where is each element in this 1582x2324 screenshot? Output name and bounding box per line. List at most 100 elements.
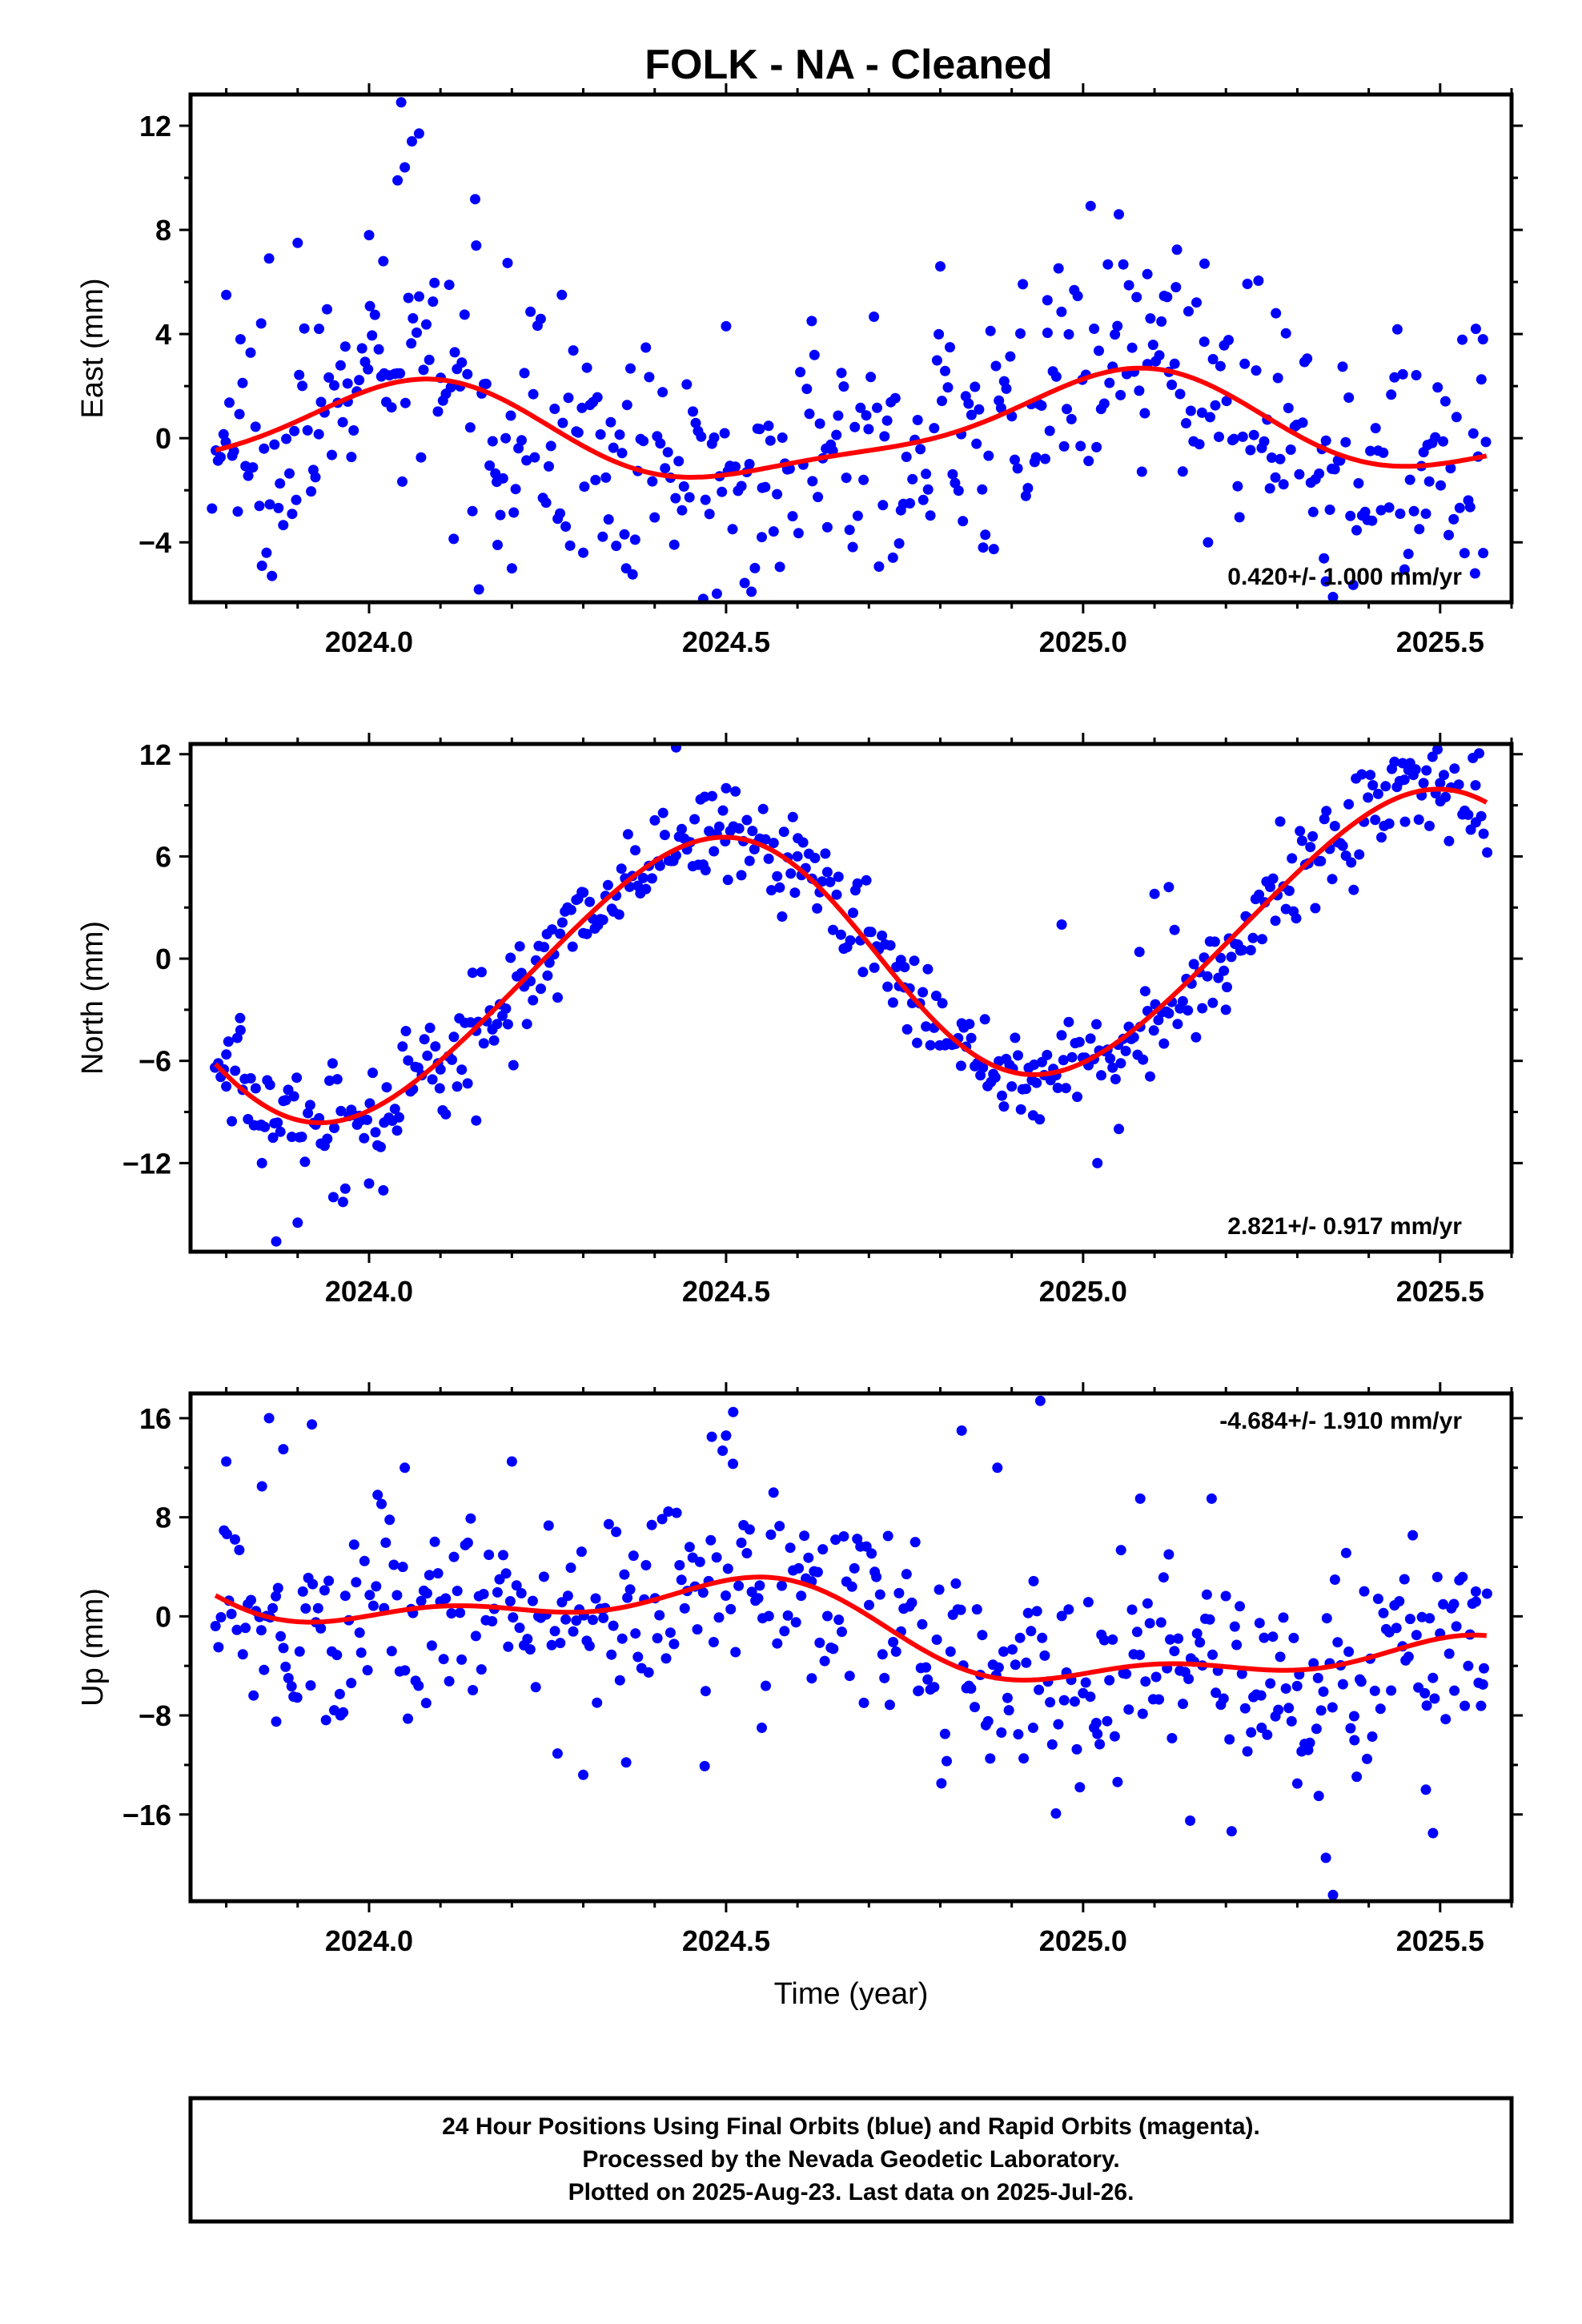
up-data-point [446,1608,457,1619]
east-data-point [1399,564,1410,575]
north-data-point [809,852,821,863]
east-data-point [1248,429,1259,440]
up-data-point [730,1647,741,1658]
east-data-point [879,431,890,442]
up-data-point [1343,1647,1355,1657]
up-data-point [837,1626,847,1638]
north-data-point [391,1125,403,1136]
up-data-point [1443,1648,1455,1659]
east-data-point [1469,568,1480,579]
north-data-point [747,826,758,837]
up-data-point [476,1664,487,1675]
north-data-point [221,1049,232,1060]
north-data-point [327,1058,338,1069]
east-data-point [519,368,530,379]
east-data-point [673,456,685,467]
north-data-point [885,940,896,951]
up-data-point [1235,1601,1246,1612]
north-y-axis-label: North (mm) [76,921,110,1075]
east-data-point [508,507,520,518]
north-data-point [223,1036,234,1047]
east-data-point [1283,403,1294,413]
east-data-point [323,372,335,383]
north-data-point [1440,791,1452,802]
east-data-point [263,253,275,264]
east-data-point [912,415,923,425]
east-data-point [342,378,353,389]
up-data-point [555,1638,566,1649]
up-data-point [1265,1678,1276,1689]
up-data-point [956,1425,967,1436]
east-data-point [578,547,588,558]
east-data-point [348,425,359,436]
up-data-point [966,1683,977,1694]
east-data-point [1271,308,1282,319]
north-data-point [339,1183,351,1194]
up-data-point [936,1778,947,1789]
north-data-point [763,853,774,864]
north-data-point [359,1132,370,1144]
up-data-point [782,1610,793,1621]
up-data-point [1039,1650,1050,1661]
up-data-point [1092,1728,1103,1739]
east-data-point [929,423,940,434]
east-data-point [1457,334,1468,345]
up-data-point [420,1698,432,1709]
up-data-point [546,1639,557,1651]
up-data-point [230,1534,240,1545]
east-data-point [221,289,232,300]
up-data-point [1340,1547,1351,1558]
up-data-point [1403,1651,1414,1663]
east-data-point [730,461,741,472]
up-data-point [884,1699,895,1711]
north-data-point [1219,965,1230,976]
up-data-point [1021,1657,1032,1668]
north-data-point [397,1041,408,1052]
north-data-point [597,915,608,926]
east-data-point [521,455,532,466]
north-data-point [389,1104,400,1115]
east-data-point [1264,483,1275,494]
east-data-point [1359,506,1371,517]
north-data-point [1213,972,1224,983]
north-data-point [467,967,478,979]
north-data-point [955,1060,966,1072]
east-x-tick-label: 2025.0 [1039,625,1127,658]
north-data-point [713,821,725,832]
up-data-point [514,1622,525,1634]
east-data-point [473,584,484,595]
east-data-point [1294,468,1305,480]
up-data-point [1034,1684,1045,1695]
east-data-point [931,355,942,366]
north-data-point [1449,763,1460,774]
up-data-point [1481,1588,1492,1599]
north-data-point [478,1038,489,1049]
north-data-point [1295,826,1306,837]
up-data-point [1045,1697,1056,1708]
east-data-point [1432,382,1443,393]
east-data-point [294,369,305,380]
up-data-point [1451,1621,1462,1632]
up-data-point [1155,1617,1166,1628]
up-data-point [728,1458,738,1470]
north-data-point [324,1076,335,1086]
east-data-point [1367,515,1378,526]
up-data-point [384,1514,396,1526]
up-data-point [1140,1676,1151,1687]
up-data-point [611,1526,622,1538]
up-data-point [1169,1646,1180,1657]
up-data-point [1329,1574,1340,1585]
north-data-point [230,1065,241,1076]
up-data-point [996,1727,1007,1738]
north-data-point [1096,1070,1106,1081]
north-data-point [1291,913,1302,924]
up-data-point [1094,1739,1106,1750]
up-data-point [504,1596,516,1606]
east-data-point [1443,529,1454,541]
north-data-point [1091,1019,1102,1030]
east-data-point [1196,407,1207,418]
east-data-point [809,349,820,360]
north-data-point [925,1039,936,1051]
up-data-point [259,1664,270,1675]
up-data-point [1090,1718,1102,1728]
